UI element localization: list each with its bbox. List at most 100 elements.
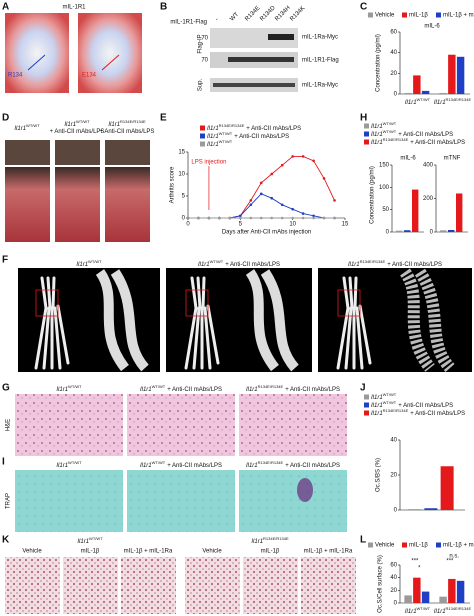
bar: [408, 509, 422, 510]
panel-letter: F: [2, 255, 8, 266]
legend-swatch: [200, 133, 205, 139]
y-tick-label: 0: [386, 230, 390, 236]
mw-marker: 70: [201, 36, 208, 42]
point: [218, 216, 221, 220]
lane-label: R134K: [289, 5, 306, 22]
y-tick-label: 40: [390, 575, 397, 581]
treatment: + Anti-CII mAbs/LPS: [285, 463, 340, 469]
legend-swatch: [364, 410, 369, 416]
allele: R134E/R134E: [263, 536, 289, 541]
genotype-label: Il1r1R134E/R134E: [434, 97, 472, 106]
legend-label: mIL-1β + mIL-1Ra: [443, 13, 474, 19]
bar: [448, 578, 456, 603]
band: [228, 57, 294, 62]
gene: Il1r1: [405, 609, 417, 615]
row-label: Flag-IP: [198, 34, 204, 53]
genotype-label: Il1r1WT/WT+ Anti-CII mAbs/LPS: [371, 129, 453, 138]
point: [280, 216, 284, 220]
genotype-label: Il1r1WT/WT+ Anti-CII mAbs/LPS: [371, 400, 453, 409]
bar: [404, 92, 412, 94]
legend-swatch: [364, 139, 369, 145]
condition-label: Vehicle: [22, 549, 42, 555]
point: [270, 196, 274, 200]
allele: WT/WT: [417, 606, 431, 611]
gene: Il1r1: [108, 122, 120, 128]
genotype-label: Il1r1WT/WT+ Anti-CII mAbs/LPS: [140, 460, 222, 469]
treatment: + Anti-CII mAbs/LPS: [234, 134, 289, 140]
panel-letter: H: [360, 113, 367, 124]
bar: [456, 56, 465, 94]
allele: WT/WT: [152, 384, 166, 389]
genotype-label: Il1r1WT/WT: [76, 259, 102, 268]
allele: WT/WT: [417, 97, 431, 102]
bar: [413, 75, 421, 94]
point: [186, 216, 190, 220]
row-label: Sup.: [198, 78, 204, 91]
allele: R134E/R134E: [446, 97, 472, 102]
point: [239, 216, 242, 220]
allele: WT/WT: [152, 460, 166, 465]
band: [213, 83, 295, 87]
point: [333, 199, 336, 202]
genotype-label: Il1r1WT/WT: [405, 606, 431, 615]
significance: n.s.: [449, 554, 459, 560]
legend-label: Vehicle: [375, 543, 395, 549]
point: [228, 216, 232, 220]
residue-label: E134: [82, 73, 97, 79]
point: [280, 163, 284, 167]
gene: Il1r1: [140, 463, 152, 469]
genotype-label: Il1r1WT/WT: [14, 123, 40, 132]
allele: R134E/R134E: [383, 137, 409, 142]
y-axis-label: Concentration (pg/ml): [370, 166, 376, 224]
point: [259, 192, 263, 196]
y-tick-label: 100: [379, 185, 390, 191]
panel-letter: E: [160, 113, 167, 124]
significance: ***: [411, 559, 419, 565]
k-image: [301, 557, 356, 614]
y-tick-label: 20: [390, 473, 397, 479]
legend-swatch: [364, 123, 369, 129]
allele: WT/WT: [68, 384, 82, 389]
bar: [456, 193, 463, 232]
chart-title: mTNF: [444, 156, 461, 162]
y-tick-label: 0: [430, 230, 434, 236]
legend-label: mIL-1β: [409, 13, 428, 19]
panel-letter: A: [2, 2, 9, 13]
y-tick-label: 20: [390, 71, 397, 77]
k-image: [185, 557, 240, 614]
zoom: [399, 268, 455, 372]
legend-label: mIL-1β: [409, 543, 428, 549]
point: [301, 216, 305, 220]
genotype-label: Il1r1R134E/R134E+ Anti-CII mAbs/LPS: [246, 384, 340, 393]
y-tick-label: 40: [390, 438, 397, 444]
point: [259, 181, 263, 185]
condition-label: mIL-1β + mIL-1Ra: [124, 549, 173, 555]
genotype-label: Il1r1WT/WT+ Anti-CII mAbs/LPS: [207, 131, 289, 140]
allele: WT/WT: [383, 392, 397, 397]
y-tick-label: 0: [182, 216, 186, 222]
panel-a: A mIL-1R1 R134 E134: [2, 2, 142, 93]
gene: Il1r1: [371, 124, 383, 130]
gene: Il1r1: [246, 387, 258, 393]
genotype-label: Il1r1WT/WT: [56, 384, 82, 393]
legend-swatch: [368, 542, 373, 548]
genotype-label: Il1r1WT/WT: [371, 392, 397, 401]
y-tick-label: 200: [423, 196, 434, 202]
y-axis-label: Oc.S/BS (%): [376, 458, 382, 492]
genotype-label: Il1r1R134E/R134E+ Anti-CII mAbs/LPS: [371, 408, 465, 417]
gene: Il1r1: [371, 411, 383, 417]
zoom: [245, 269, 299, 372]
panel-d-photos: [5, 140, 150, 242]
allele: WT/WT: [383, 129, 397, 134]
mw-marker: 70: [201, 58, 208, 64]
construct-label: mIL-1R1-Flag: [170, 20, 207, 26]
trap-image: [127, 470, 235, 532]
he-image: [15, 394, 123, 456]
allele: R134E/R134E: [120, 119, 146, 124]
point: [249, 216, 253, 220]
point: [270, 216, 274, 220]
y-axis-label: Concentration (pg/ml): [376, 34, 382, 92]
photo: [5, 140, 50, 165]
gene: Il1r1: [207, 126, 219, 132]
panel-letter: B: [160, 2, 167, 13]
